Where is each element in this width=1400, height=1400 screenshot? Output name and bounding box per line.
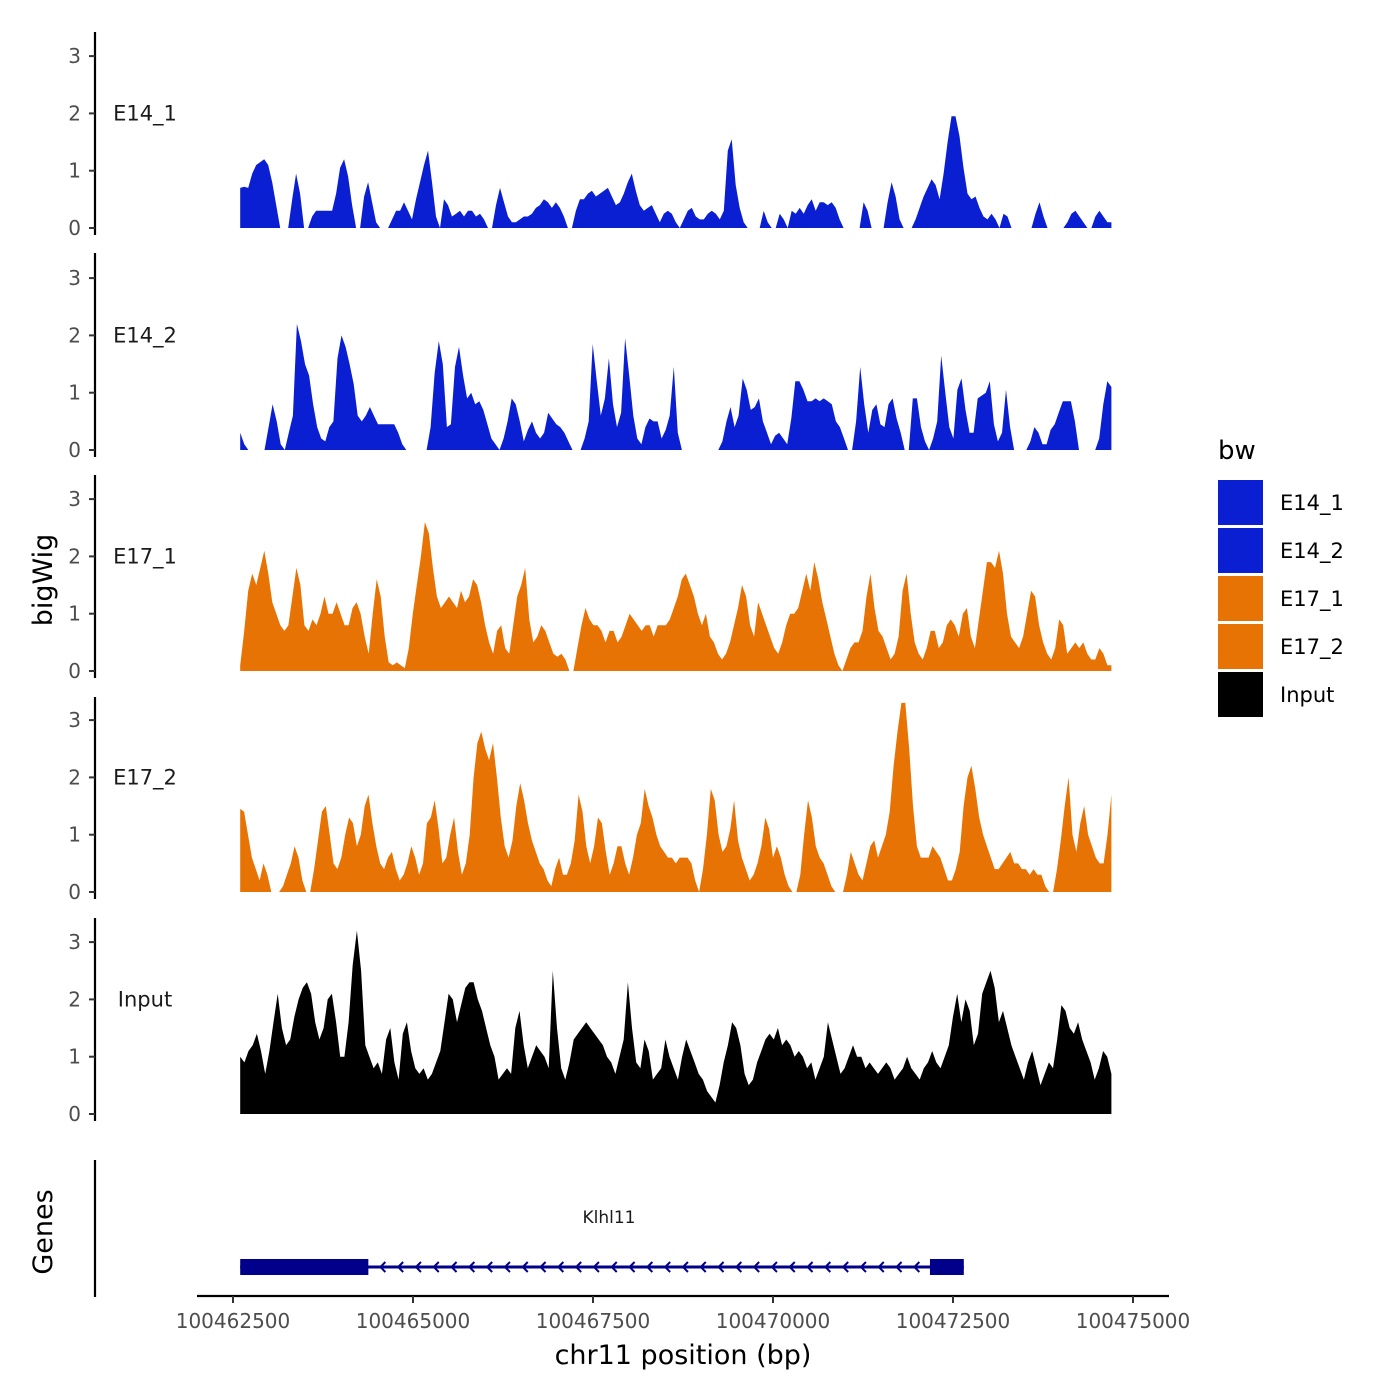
coverage-area-Input	[240, 930, 1112, 1114]
strand-arrow	[645, 1261, 654, 1273]
coverage-area-E14_1	[240, 116, 1112, 228]
strand-arrow	[610, 1261, 618, 1273]
coverage-area-E17_2	[240, 702, 1112, 892]
y-tick-label: 2	[68, 101, 81, 125]
strand-arrow	[788, 1261, 796, 1273]
gene-exon	[929, 1259, 964, 1275]
track-label: E14_2	[113, 324, 177, 349]
track-E17_2: 0 1 2 3 E17_2	[68, 697, 1112, 904]
strand-arrow	[877, 1261, 885, 1273]
strand-arrow	[752, 1261, 760, 1273]
y-tick-label: 2	[68, 987, 81, 1011]
strand-arrow	[485, 1261, 493, 1273]
strand-arrow	[414, 1261, 422, 1273]
legend-label: E14_2	[1280, 539, 1344, 564]
strand-arrow	[450, 1261, 458, 1273]
x-axis-title: chr11 position (bp)	[555, 1340, 812, 1371]
strand-arrow	[467, 1261, 476, 1273]
strand-arrow	[681, 1261, 689, 1273]
x-tick-label: 100465000	[356, 1309, 471, 1333]
legend-key-E17_2	[1218, 624, 1263, 669]
track-label: Input	[118, 988, 172, 1012]
legend-key-E14_1	[1218, 480, 1263, 525]
legend-label: Input	[1280, 683, 1334, 707]
coverage-area-E17_1	[240, 522, 1112, 671]
strand-arrow	[521, 1261, 529, 1273]
coverage-tracks: 0 1 2 3 E14_1 0 1 2 3 E14_2 0 1 2 3 E17_1 0 1 2 3 E17_2 0 1 2 3…	[68, 32, 1112, 1126]
y-axis-title: bigWig	[28, 534, 59, 627]
legend-key-Input	[1218, 672, 1263, 717]
strand-arrow	[556, 1261, 565, 1273]
y-tick-label: 1	[68, 1045, 81, 1069]
strand-arrow	[628, 1261, 636, 1273]
strand-arrow	[770, 1261, 778, 1273]
legend-title: bw	[1218, 436, 1256, 466]
y-tick-label: 1	[68, 381, 81, 405]
y-tick-label: 3	[68, 708, 81, 732]
legend-label: E14_1	[1280, 491, 1344, 516]
track-E14_1: 0 1 2 3 E14_1	[68, 32, 1112, 240]
y-tick-label: 3	[68, 930, 81, 954]
track-label: E17_2	[113, 766, 177, 791]
y-tick-label: 3	[68, 44, 81, 68]
y-tick-label: 0	[68, 216, 81, 240]
track-label: E14_1	[113, 102, 177, 127]
strand-arrow	[841, 1261, 849, 1273]
x-tick-label: 100462500	[176, 1309, 291, 1333]
x-tick-label: 100475000	[1076, 1309, 1191, 1333]
x-axis: 100462500 100465000 100467500 100470000 1004…	[176, 1294, 1191, 1333]
y-tick-label: 1	[68, 602, 81, 626]
legend-key-E17_1	[1218, 576, 1263, 621]
y-tick-label: 2	[68, 765, 81, 789]
y-tick-label: 3	[68, 266, 81, 290]
strand-arrow	[432, 1261, 440, 1273]
y-tick-label: 1	[68, 159, 81, 183]
y-tick-label: 3	[68, 487, 81, 511]
strand-arrow	[539, 1261, 547, 1273]
y-tick-label: 1	[68, 823, 81, 847]
gene-track-title: Genes	[28, 1189, 59, 1274]
strand-arrow	[592, 1261, 600, 1273]
strand-arrow	[663, 1261, 671, 1273]
legend-label: E17_1	[1280, 587, 1344, 612]
strand-arrow	[574, 1261, 582, 1273]
y-tick-label: 0	[68, 880, 81, 904]
y-tick-label: 0	[68, 1102, 81, 1126]
legend-key-E14_2	[1218, 528, 1263, 573]
y-tick-label: 2	[68, 544, 81, 568]
strand-arrow	[806, 1261, 814, 1273]
strand-arrow	[895, 1261, 903, 1273]
track-E14_2: 0 1 2 3 E14_2	[68, 253, 1112, 462]
y-tick-label: 2	[68, 323, 81, 347]
gene-exon	[240, 1259, 369, 1275]
strand-arrow	[823, 1261, 832, 1273]
track-label: E17_1	[113, 545, 177, 570]
strand-arrow	[734, 1261, 743, 1273]
gene-track: Klhl11	[93, 1160, 964, 1297]
legend: bw E14_1 E14_2 E17_1 E17_2 Input	[1218, 436, 1344, 717]
gene-name-label: Klhl11	[582, 1208, 635, 1228]
track-E17_1: 0 1 2 3 E17_1	[68, 475, 1112, 683]
strand-arrow	[912, 1261, 921, 1273]
x-tick-label: 100470000	[716, 1309, 831, 1333]
legend-label: E17_2	[1280, 635, 1344, 660]
x-tick-label: 100472500	[896, 1309, 1011, 1333]
coverage-area-E14_2	[240, 323, 1112, 450]
x-tick-label: 100467500	[536, 1309, 651, 1333]
track-Input: 0 1 2 3 Input	[68, 918, 1112, 1126]
strand-arrow	[717, 1261, 725, 1273]
y-tick-label: 0	[68, 659, 81, 683]
strand-arrow	[503, 1261, 511, 1273]
strand-arrow	[378, 1261, 387, 1273]
strand-arrow	[699, 1261, 707, 1273]
strand-arrow	[859, 1261, 867, 1273]
strand-arrow	[396, 1261, 404, 1273]
y-tick-label: 0	[68, 438, 81, 462]
